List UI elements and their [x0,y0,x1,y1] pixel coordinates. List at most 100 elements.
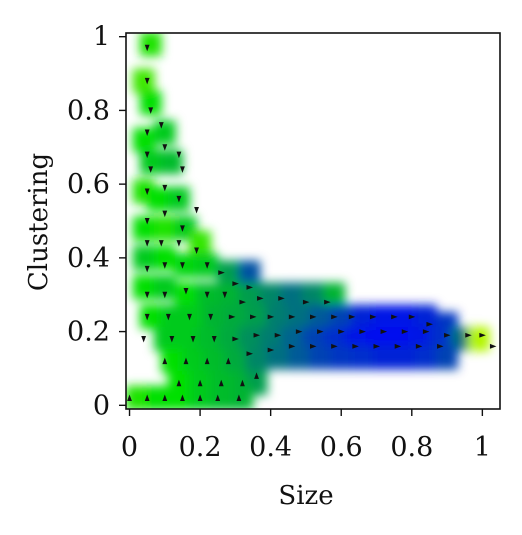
heatmap-cell [266,304,289,330]
arrow-mark [465,332,472,338]
heatmap-cell [175,253,197,278]
arrow-mark [162,262,168,269]
heatmap-cell [167,385,190,409]
heatmap-cell [146,385,169,409]
heatmap-cell [153,275,176,300]
heatmap-cell [160,149,183,175]
arrow-mark [162,291,168,299]
arrow-mark [240,379,245,387]
y-tick-label: 1 [93,22,110,53]
arrow-mark [489,343,497,349]
heatmap-cell [182,348,204,374]
heatmap-cell [182,304,204,330]
arrow-mark [176,151,182,159]
heatmap-cell [160,304,183,330]
arrow-mark [479,332,486,338]
x-tick-label: 0.2 [179,432,222,463]
arrow-mark [144,44,150,52]
heatmap-cell [259,326,282,352]
x-tick-label: 0.6 [320,432,363,463]
arrow-mark [148,166,154,173]
heatmap-cell [224,304,247,330]
arrow-mark [317,329,324,334]
arrow-mark [369,314,377,320]
arrow-mark [310,343,317,349]
heatmap-cell [132,216,155,241]
arrow-mark [144,291,150,299]
x-axis: 0 0.2 0.4 0.6 0.8 1 [121,409,491,463]
heatmap-cell [231,385,254,409]
arrow-mark [232,281,239,287]
heatmap-cell [280,282,303,307]
heatmap-cell [132,127,155,153]
arrow-mark [183,288,189,295]
heatmap-cell [467,326,490,352]
arrow-mark [422,329,430,334]
arrow-mark [254,372,259,379]
arrow-mark [180,166,185,173]
arrow-mark [144,265,150,273]
arrow-mark [437,343,444,349]
heatmap-cell [330,345,353,370]
heatmap-cell [259,282,282,307]
arrow-mark [158,122,164,129]
arrow-mark [162,210,168,218]
arrow-mark [338,329,345,334]
arrow-mark [162,394,168,401]
x-tick-label: 0.8 [390,432,433,463]
arrow-mark [144,394,150,401]
arrow-mark [222,291,228,299]
arrow-mark [331,343,338,349]
heatmap-cells [126,33,490,409]
heatmap-cell [238,282,261,307]
arrow-mark [144,77,150,85]
heatmap-cell [217,282,240,307]
y-axis: 0 0.2 0.4 0.6 0.8 1 [67,22,126,421]
heatmap-cell [245,348,268,374]
heatmap-cell [266,345,289,370]
arrow-mark [236,394,242,401]
arrow-mark [348,314,356,320]
heatmap-cell [429,326,451,352]
arrow-mark [239,299,246,305]
heatmap-cell [132,245,155,271]
heatmap-cell [287,345,310,370]
heatmap-cell [210,385,233,409]
arrow-mark [218,379,224,387]
arrow-mark [144,240,150,247]
heatmap-cell [175,282,197,307]
heatmap-cell [238,326,261,352]
y-tick-label: 0.8 [67,95,110,126]
arrow-mark [208,313,214,321]
y-axis-title: Clustering [24,153,54,291]
arrow-mark [232,336,239,342]
x-tick-label: 0.4 [249,432,292,463]
arrow-mark [187,313,192,321]
heatmap-cell [217,326,240,352]
arrow-mark [310,314,317,320]
heatmap-cell [217,260,240,285]
arrow-mark [253,332,261,338]
arrow-mark [162,184,168,192]
arrow-mark [444,332,451,338]
arrow-mark [211,335,217,343]
heatmap-cell [132,68,155,94]
arrow-mark [204,357,210,365]
heatmap-cell [153,326,176,352]
arrow-mark [391,314,398,320]
arrow-mark [144,313,150,321]
y-tick-label: 0 [93,390,110,421]
arrow-mark [197,379,203,387]
arrow-mark [257,296,264,301]
arrow-mark [218,270,225,276]
heatmap-cell [139,304,162,330]
arrow-mark [331,314,338,320]
heatmap-cell [302,282,324,307]
heatmap-cell [323,282,346,307]
arrow-mark [215,394,221,401]
arrow-mark [194,247,199,254]
arrow-field [127,44,497,401]
heatmap-cell [414,304,437,330]
arrow-mark [197,394,203,401]
arrow-mark [144,188,150,196]
